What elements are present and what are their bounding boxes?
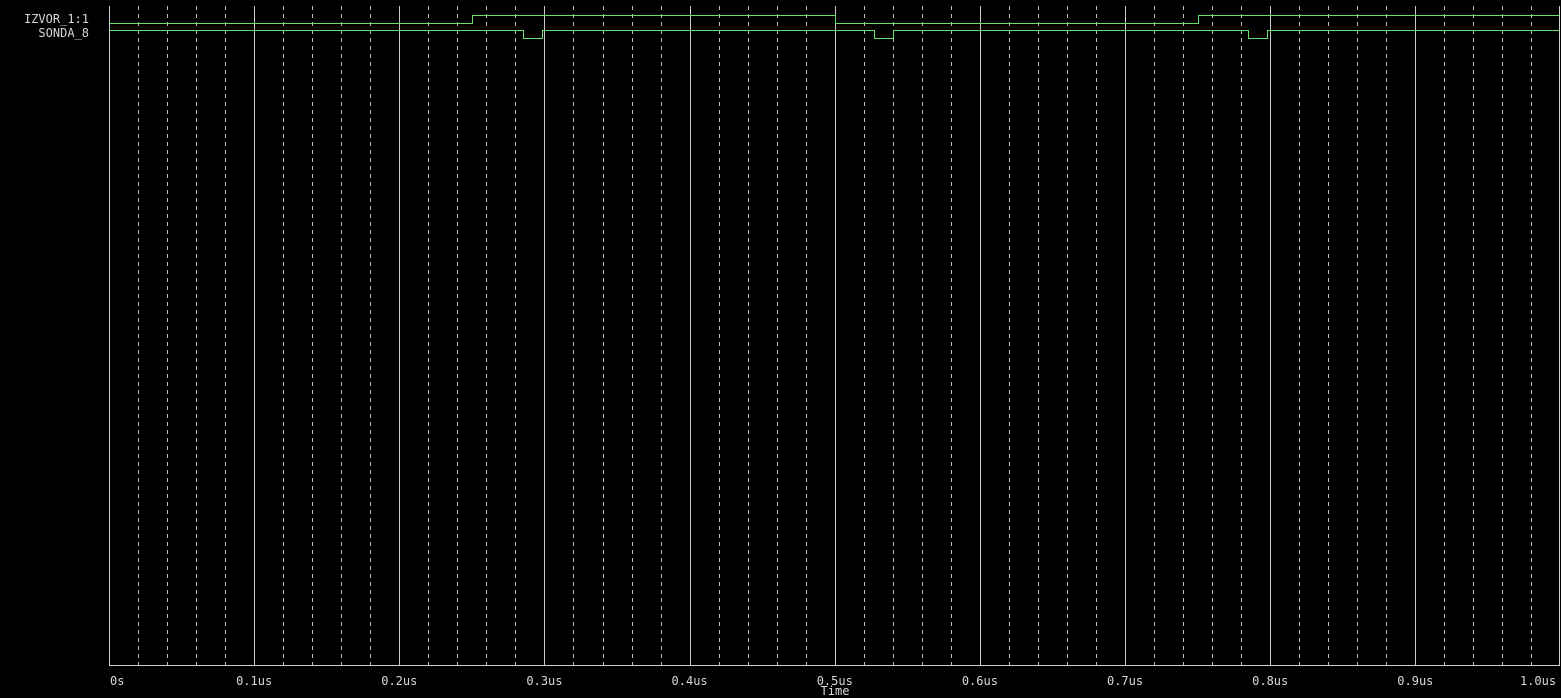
- x-tick-label: 0.3us: [526, 674, 562, 688]
- x-tick-labels: 0s 0.1us 0.2us 0.3us 0.4us 0.5us 0.6us 0.7us 0.8…: [110, 674, 1556, 688]
- x-tick-label: 1.0us: [1520, 674, 1556, 688]
- plot-frame: [109, 6, 1560, 666]
- trace-sonda-8: [109, 30, 1559, 39]
- signal-name-label: SONDA_8: [38, 26, 89, 40]
- x-tick-label: 0.1us: [236, 674, 272, 688]
- minor-grid: [138, 6, 1532, 665]
- x-tick-label: 0.6us: [962, 674, 998, 688]
- x-tick-label: 0s: [110, 674, 124, 688]
- x-axis-label: Time: [821, 684, 850, 698]
- x-tick-label: 0.8us: [1252, 674, 1288, 688]
- x-tick-label: 0.7us: [1107, 674, 1143, 688]
- trace-izvor-1-1: [109, 15, 1559, 24]
- x-tick-label: 0.9us: [1397, 674, 1433, 688]
- signal-name-label: IZVOR_1:1: [24, 12, 89, 26]
- x-tick-label: 0.2us: [381, 674, 417, 688]
- x-tick-label: 0.4us: [672, 674, 708, 688]
- major-grid: [254, 6, 1416, 665]
- x-tick-label: 0.5us: [817, 674, 853, 688]
- traces: [109, 15, 1559, 39]
